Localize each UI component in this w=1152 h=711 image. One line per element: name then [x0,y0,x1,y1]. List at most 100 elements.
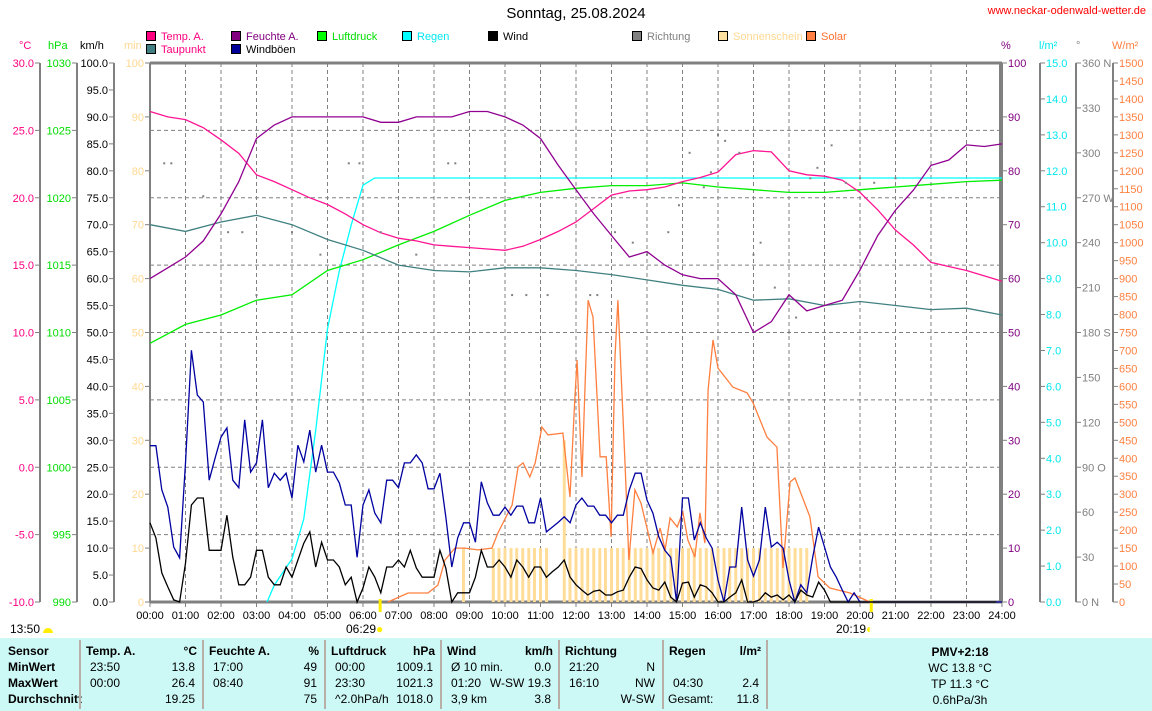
pmv-panel: PMV+2:18 WC 13.8 °C TP 11.3 °C 0.6hPa/3h [768,644,1152,708]
sunshine-bar [805,548,809,602]
sunshine-bar [651,548,655,602]
column-header: Richtung [565,644,617,658]
tick-label-pressure: 1015 [47,260,71,272]
stat-value: 1009.1 [396,660,433,674]
tick-label-rain: 11.0 [1046,202,1067,214]
direction-point [795,316,798,319]
sunshine-bar [545,548,549,602]
stat-value: 13.8 [171,660,195,674]
tick-label-solar: 150 [1119,543,1137,555]
tick-label-direction: 330 [1082,103,1100,115]
legend-item: Regen [402,31,449,43]
tick-label-wind: 85.0 [87,139,108,151]
tick-label-wind: 35.0 [87,408,108,420]
tick-label-wind: 45.0 [87,354,108,366]
tick-label-sun: 100 [126,58,144,70]
stat-value: 3.8 [534,692,551,706]
direction-point [379,231,382,234]
stat-value: N [646,660,655,674]
tick-label-humidity: 40 [1008,381,1020,393]
tick-label-pressure: 990 [53,597,71,609]
legend-item: Wind [488,31,528,43]
stat-time: 17:00 [213,660,244,674]
tick-label-solar: 1400 [1119,94,1143,106]
sunshine-bar [639,548,643,602]
direction-point [752,253,755,256]
tick-label-rain: 14.0 [1046,94,1067,106]
sunshine-bar [704,548,708,602]
direction-point [358,162,361,165]
sunshine-bar [775,548,779,602]
tick-label-solar: 450 [1119,435,1137,447]
tick-label-humidity: 90 [1008,112,1020,124]
legend-label: Regen [417,31,450,43]
legend-swatch [231,31,241,41]
tick-label-humidity: 10 [1008,543,1020,555]
tick-label-rain: 0.0 [1046,597,1061,609]
tick-label-rain: 7.0 [1046,345,1061,357]
stat-value: 2.4 [742,676,759,690]
website-link[interactable]: www.neckar-odenwald-wetter.de [987,5,1146,17]
stat-time: 23:50 [90,660,121,674]
direction-point [738,151,741,154]
direction-point [546,294,549,297]
stat-value: W-SW 19.3 [489,676,551,690]
tick-label-direction: 240 [1082,238,1100,250]
x-tick-label: 18:00 [775,610,803,622]
series-line-wind [149,497,997,605]
tick-label-humidity: 60 [1008,274,1020,286]
direction-point [614,231,617,234]
unit-solar: W/m² [1112,40,1139,52]
statistics-table: Sensor MinWert MaxWert Durchschnitt Temp. A.… [0,638,1152,711]
tick-label-sun: 30 [132,435,144,447]
tick-label-rain: 2.0 [1046,525,1061,537]
tick-label-wind: 0.0 [93,597,108,609]
row-label: MinWert [8,660,56,674]
stat-time: ^2.0hPa/h [335,692,389,706]
column-unit: km/h [524,644,553,658]
direction-point [255,294,258,297]
direction-point [163,162,166,165]
sunshine-bar [610,548,613,602]
tick-label-temp: 0.0 [19,462,34,474]
tick-label-solar: 950 [1119,256,1137,268]
tick-label-wind: 60.0 [87,274,108,286]
x-tick-label: 22:00 [917,610,945,622]
sunshine-bar [621,548,625,602]
x-tick-label: 04:00 [278,610,306,622]
sunshine-bar [669,548,673,602]
stat-value: NW [635,676,655,690]
tick-label-solar: 0 [1119,597,1125,609]
tick-label-wind: 15.0 [87,516,108,528]
sunshine-bar [793,548,797,602]
tick-label-humidity: 0 [1008,597,1014,609]
unit-pressure: hPa [48,40,68,52]
tick-label-sun: 0 [138,597,144,609]
sunshine-bar [787,548,791,602]
tick-label-temp: 5.0 [19,395,34,407]
column-unit: hPa [412,644,435,658]
tick-label-solar: 500 [1119,417,1137,429]
column-header: Temp. A. [86,644,136,658]
tick-label-solar: 800 [1119,310,1137,322]
direction-point [809,177,812,180]
legend-label: Feuchte A. [246,31,299,43]
legend-item: Temp. A. [146,31,204,43]
tick-label-direction: 270 W [1082,193,1114,205]
column-header: Sensor [8,644,49,658]
tick-label-solar: 1200 [1119,166,1143,178]
sunrise-label: 06:29 [346,622,377,636]
direction-point [202,195,205,198]
stat-value: W-SW [620,692,655,706]
stat-time: 16:10 [569,676,600,690]
tick-label-solar: 1050 [1119,220,1143,232]
sunshine-bar [616,548,620,602]
tick-label-humidity: 100 [1008,58,1026,70]
sunset-label: 20:19 [836,622,867,636]
legend-item: Taupunkt [146,44,206,56]
legend-label: Richtung [647,31,691,43]
moon-sun-icon: ◐ [866,622,874,636]
tick-label-wind: 65.0 [87,247,108,259]
tick-label-sun: 50 [132,328,144,340]
unit-temp: °C [19,40,32,52]
